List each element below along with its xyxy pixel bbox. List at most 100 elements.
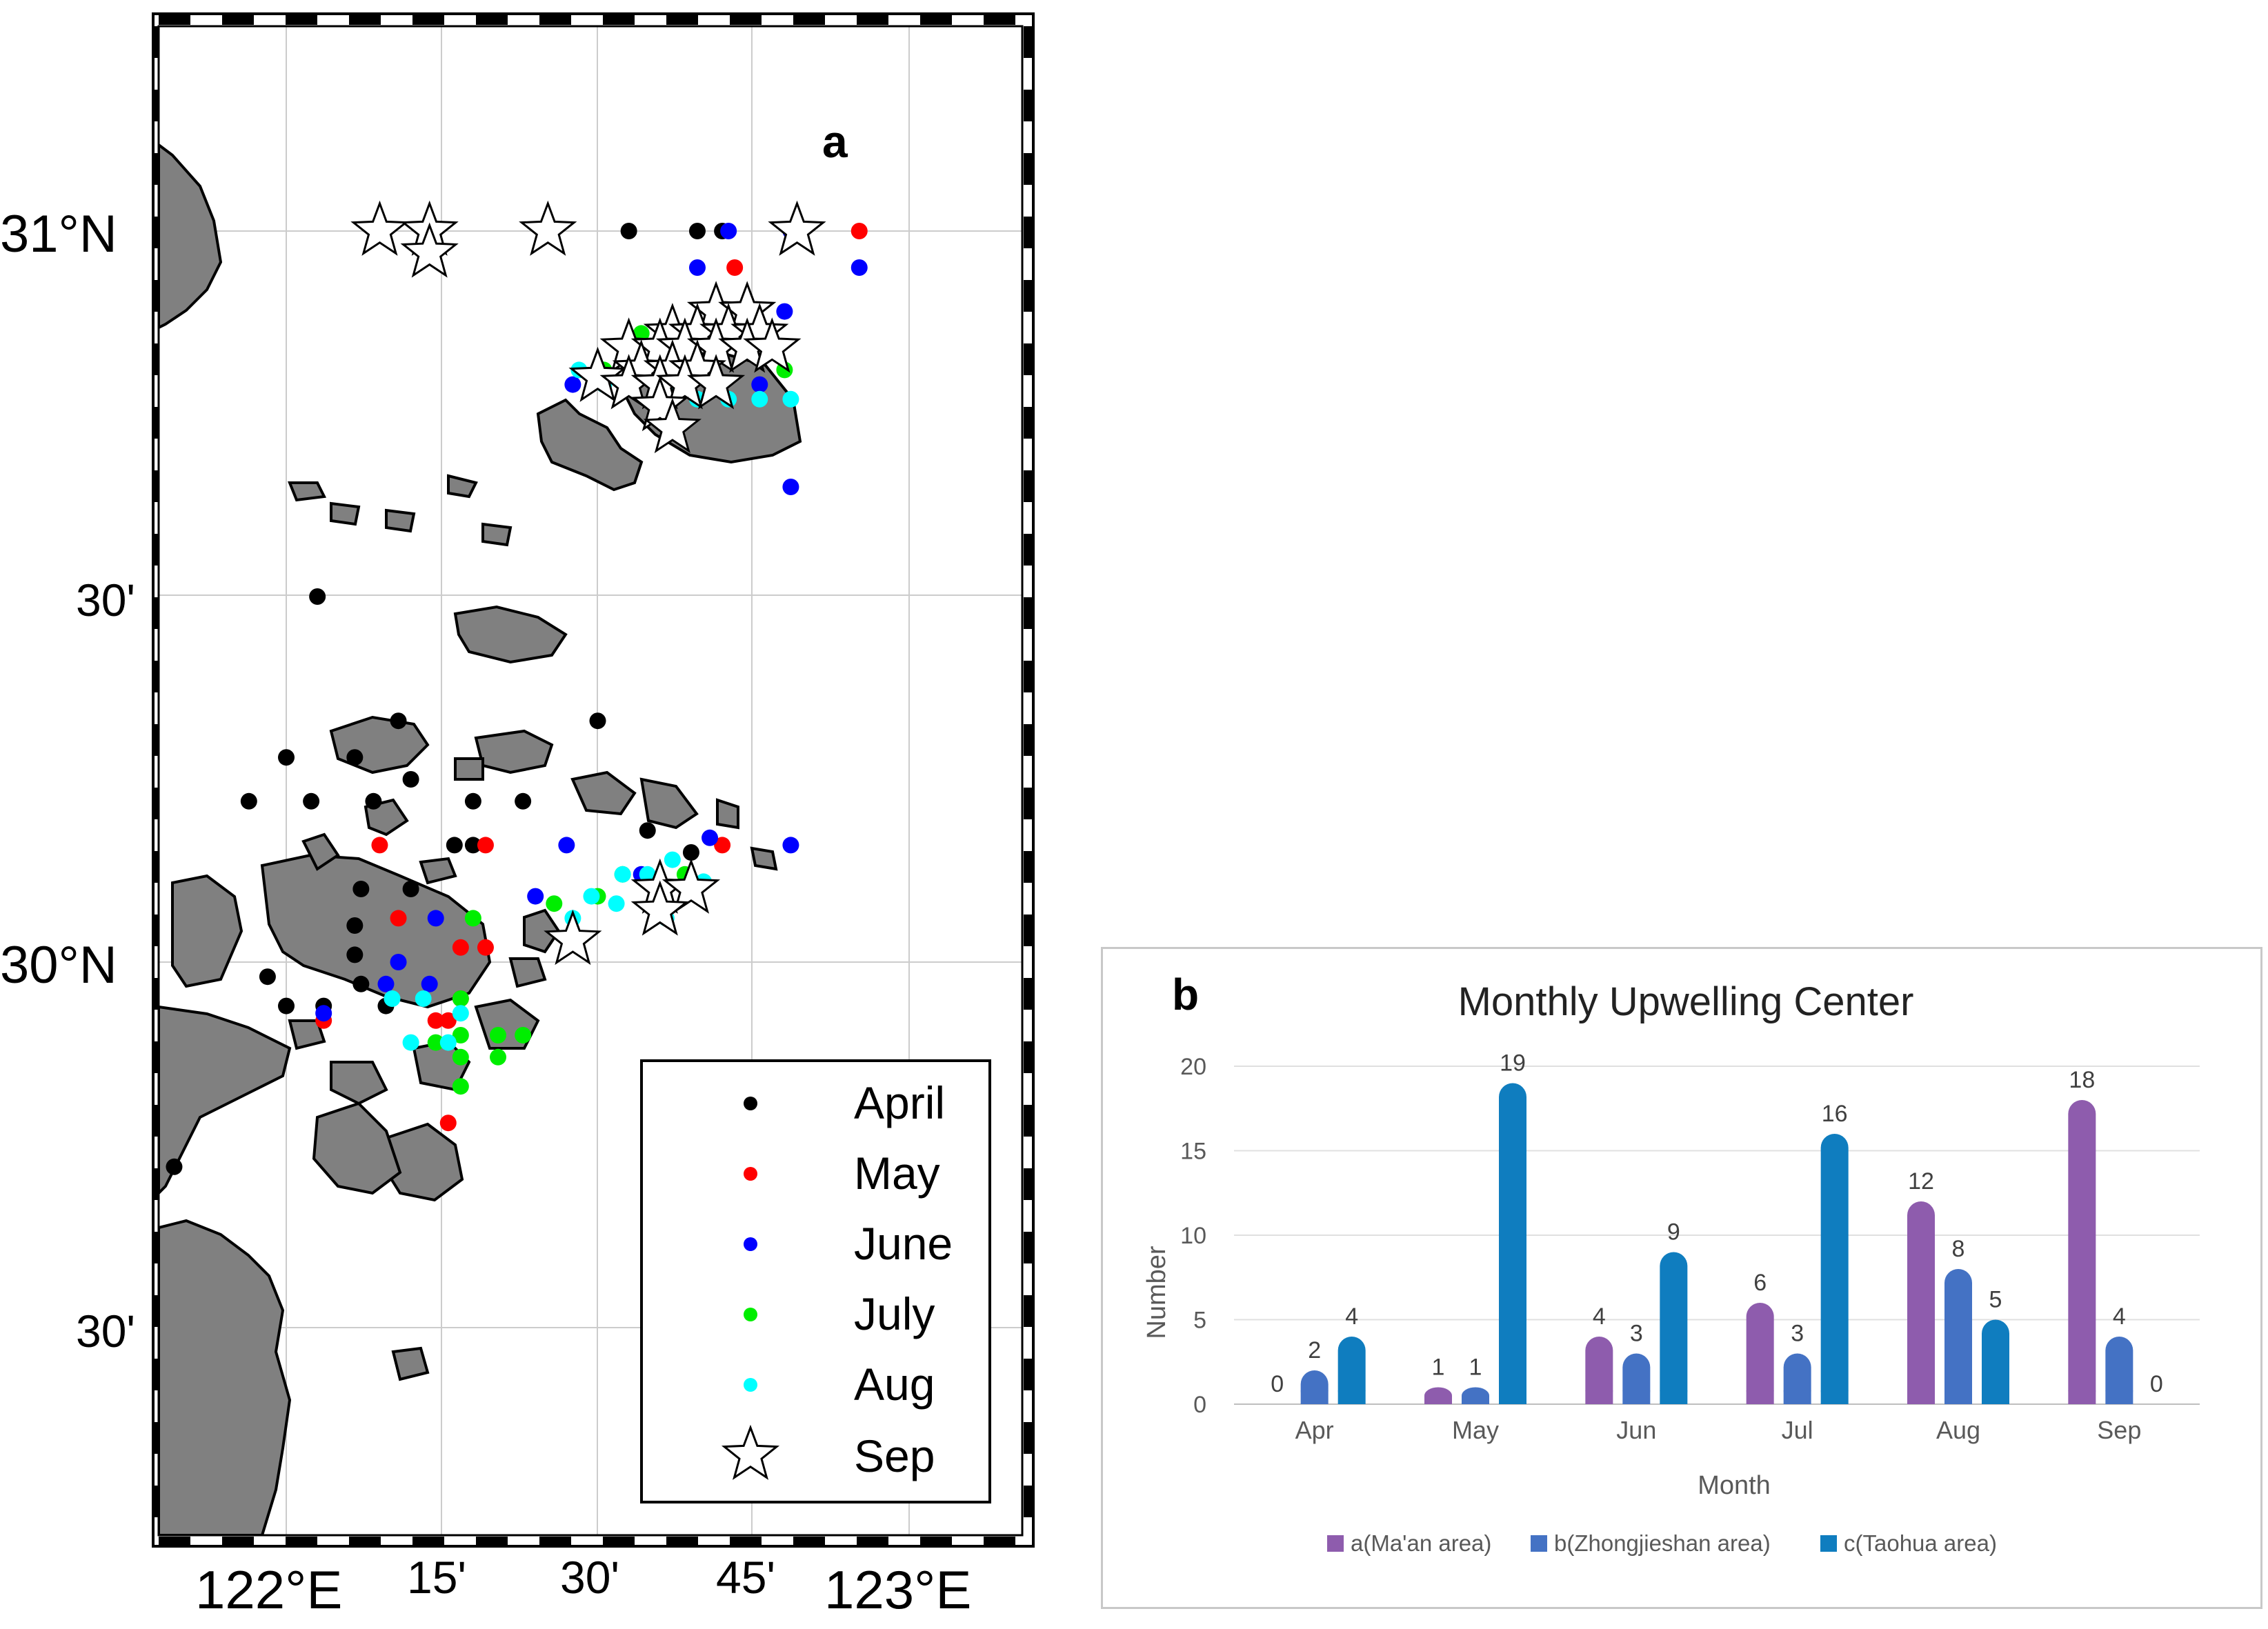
station-star-sep [544,909,602,966]
small-island-3 [523,908,561,954]
frame-tick [603,15,635,25]
station-dot-april [402,881,419,897]
legend-marker-july [744,1308,757,1321]
chart-data-label: 6 [1753,1270,1767,1296]
station-dot-july [515,1027,532,1043]
station-star-sep [686,354,746,410]
frame-tick [1024,1295,1032,1327]
station-star-sep [768,200,826,256]
chart-gridlines [1234,1066,2200,1405]
station-dot-april [688,223,706,239]
frame-tick [1024,1041,1032,1073]
chart-bar-base [1499,1390,1526,1404]
lat-label-30min-north: 30' [76,574,135,626]
small-island-8 [570,770,637,816]
station-dot-aug [614,866,631,883]
frame-tick [155,1486,158,1517]
chart-legend-label: a(Ma'an area) [1351,1530,1491,1556]
station-dot-june [702,829,719,846]
station-dot-april [620,223,637,239]
frame-tick [793,1537,825,1545]
frame-tick [1024,978,1032,1010]
station-dot-aug [782,390,799,408]
frame-tick [1024,661,1032,692]
lat-label-31N: 31°N [0,205,117,263]
chart-x-tick-label: May [1452,1416,1499,1444]
chart-data-label: 3 [1791,1321,1804,1347]
land-masses [159,143,802,1535]
legend-label-sep: Sep [854,1430,935,1481]
small-island-6 [301,832,340,871]
frame-tick [1024,788,1032,819]
frame-tick [155,597,158,629]
station-dot-april [464,792,481,810]
station-star-sep [519,200,577,256]
station-dot-july [452,1078,469,1095]
legend-marker-sep [721,1424,780,1480]
station-dot-april [682,844,699,861]
chart-bar-base [1907,1390,1935,1404]
frame-tick [155,1422,158,1454]
station-dot-june [850,259,868,276]
frame-tick [155,217,158,248]
station-dot-aug [402,1034,419,1051]
frame-tick [155,851,158,883]
station-dot-june [421,975,438,992]
station-dot-april [402,771,419,788]
chart-y-ticks: 0 5 10 15 20 [1180,1054,1206,1418]
chart-y-tick-label: 10 [1180,1223,1206,1249]
station-dot-april [639,822,656,839]
station-dot-may [427,1012,444,1029]
station-dot-aug [664,851,681,868]
lon-label-30min: 30' [560,1552,619,1603]
station-dot-aug [384,990,401,1007]
chart-bar [1746,1303,1774,1404]
station-dot-june [776,303,793,320]
map-legend: April May June July Aug Sep [640,1059,991,1503]
frame-tick [155,788,158,819]
small-island-17 [330,501,361,526]
frame-tick [1024,1232,1032,1263]
frame-tick [155,661,158,692]
station-star-sep [400,222,459,278]
chart-legend-label: c(Taohua area) [1844,1530,1997,1556]
chart-bar [2105,1337,2133,1404]
station-dot-july [452,1027,469,1043]
station-dot-july [452,1048,469,1066]
chart-bar-base [2068,1390,2096,1404]
frame-tick [222,1537,254,1545]
legend-label-aug: Aug [854,1359,935,1410]
small-island-11 [750,846,778,871]
chart-y-axis-label: Number [1142,1246,1171,1339]
frame-tick [155,1232,158,1263]
chart-bar-base [1300,1390,1329,1404]
frame-tick [155,978,158,1010]
frame-tick [730,1537,762,1545]
chart-bar-base [1462,1395,1489,1404]
frame-tick [155,1168,158,1200]
small-island-12 [330,1061,388,1106]
frame-tick [1024,1422,1032,1454]
station-dot-may [439,1012,457,1029]
small-island-18 [385,508,416,533]
lat-label-30N: 30°N [0,936,117,995]
chart-legend: a(Ma'an area) b(Zhongjieshan area) c(Taohu… [1327,1530,1997,1556]
frame-tick [1024,407,1032,439]
chart-y-tick-label: 5 [1193,1308,1206,1334]
frame-tick [984,1537,1015,1545]
frame-tick [155,153,158,185]
frame-tick [1024,26,1032,58]
frame-tick [793,15,825,25]
mainland-coast-south [159,1005,292,1195]
map-figure: a 31°N 30' 30°N 30' 122°E 15' 30' 45' 12… [0,12,1035,1620]
station-dot-april [352,975,370,992]
frame-tick [412,15,444,25]
chart-bar-base [1783,1390,1811,1404]
station-dot-april [365,792,382,810]
lon-label-123E: 123°E [824,1559,971,1620]
station-dot-april [446,837,463,854]
legend-marker-may [744,1167,757,1181]
frame-tick [666,15,698,25]
frame-tick [286,1537,317,1545]
frame-tick [1024,1105,1032,1137]
